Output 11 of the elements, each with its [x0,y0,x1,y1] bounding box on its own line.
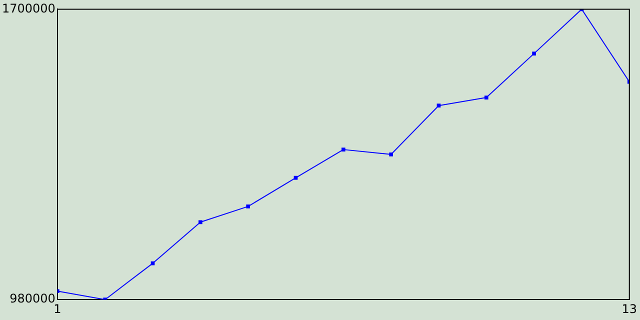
point [198,220,202,224]
point [341,148,346,152]
y-tick-label: 980000 [10,292,56,306]
point [246,204,250,208]
x-tick-label: 13 [622,302,638,316]
y-tick-label: 1700000 [2,1,56,16]
point [389,152,393,156]
point [436,104,441,108]
x-tick-label: 1 [54,302,62,316]
point [484,96,488,100]
point [532,52,536,56]
